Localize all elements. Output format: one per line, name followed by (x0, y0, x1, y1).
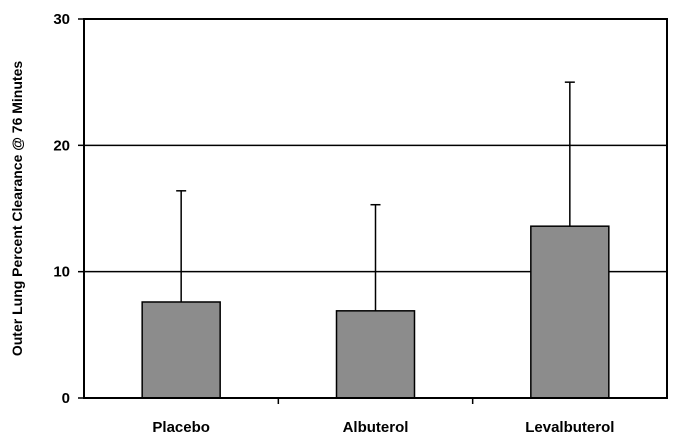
x-axis-ticks: Placebo Albuterol Levalbuterol (152, 398, 614, 436)
bar (530, 225, 610, 399)
bar (335, 310, 416, 399)
y-tick-label: 10 (53, 264, 70, 281)
y-tick-label: 30 (53, 11, 70, 28)
bar (141, 301, 221, 399)
y-tick-label: 0 (62, 390, 70, 407)
y-axis-ticks: 0 10 20 30 (53, 11, 84, 407)
y-axis-title: Outer Lung Percent Clearance @ 76 Minute… (9, 61, 25, 356)
x-tick-label: Levalbuterol (525, 419, 614, 436)
x-tick-label: Albuterol (343, 419, 409, 436)
y-tick-label: 20 (53, 137, 70, 154)
plot-frame (83, 18, 668, 399)
x-tick-label: Placebo (152, 419, 210, 436)
bars (141, 225, 610, 399)
error-bars (176, 81, 575, 311)
